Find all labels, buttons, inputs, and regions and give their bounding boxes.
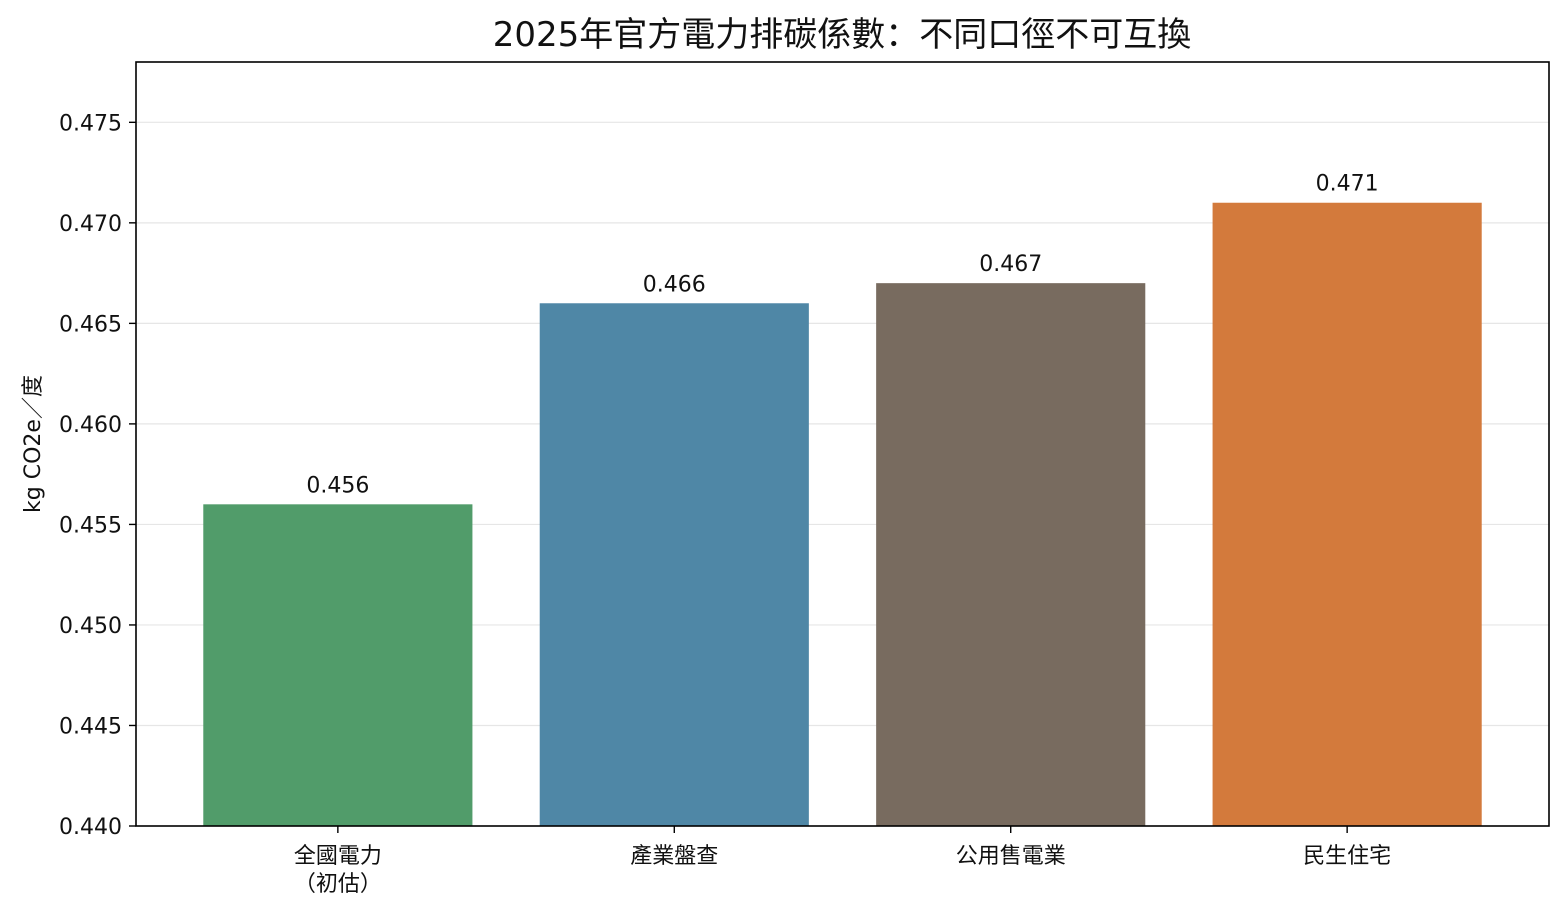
bar [539, 303, 809, 826]
plot-frame [135, 61, 1550, 827]
value-label: 0.471 [1316, 172, 1379, 197]
y-axis-ticks: 0.440 0.445 0.450 0.455 0.460 0.465 0.470 0.475 [59, 111, 136, 840]
x-tick-label: 民生住宅 [1303, 844, 1391, 869]
value-label: 0.467 [979, 252, 1042, 277]
x-tick-label: 產業盤查 [630, 844, 718, 869]
value-labels: 0.456 0.466 0.467 0.471 [306, 172, 1378, 499]
bar [876, 283, 1146, 826]
bar [203, 504, 473, 826]
value-label: 0.466 [643, 272, 706, 297]
x-axis-ticks: 全國電力 （初估） 產業盤查 公用售電業 民生住宅 [294, 826, 1391, 897]
x-tick-label: （初估） [294, 872, 382, 897]
y-axis-label: kg CO2e／度 [21, 375, 46, 513]
x-tick-label: 公用售電業 [956, 844, 1066, 869]
y-tick-label: 0.475 [59, 111, 122, 136]
bar [1212, 202, 1482, 827]
y-tick-label: 0.460 [59, 413, 122, 438]
y-tick-label: 0.445 [59, 714, 122, 739]
chart-title: 2025年官方電力排碳係數：不同口徑不可互換 [493, 15, 1192, 55]
bars [203, 202, 1482, 827]
y-tick-label: 0.455 [59, 513, 122, 538]
x-tick-label: 全國電力 [294, 844, 382, 869]
y-tick-label: 0.450 [59, 614, 122, 639]
y-tick-label: 0.440 [59, 815, 122, 840]
y-tick-label: 0.470 [59, 212, 122, 237]
value-label: 0.456 [306, 473, 369, 498]
y-tick-label: 0.465 [59, 312, 122, 337]
